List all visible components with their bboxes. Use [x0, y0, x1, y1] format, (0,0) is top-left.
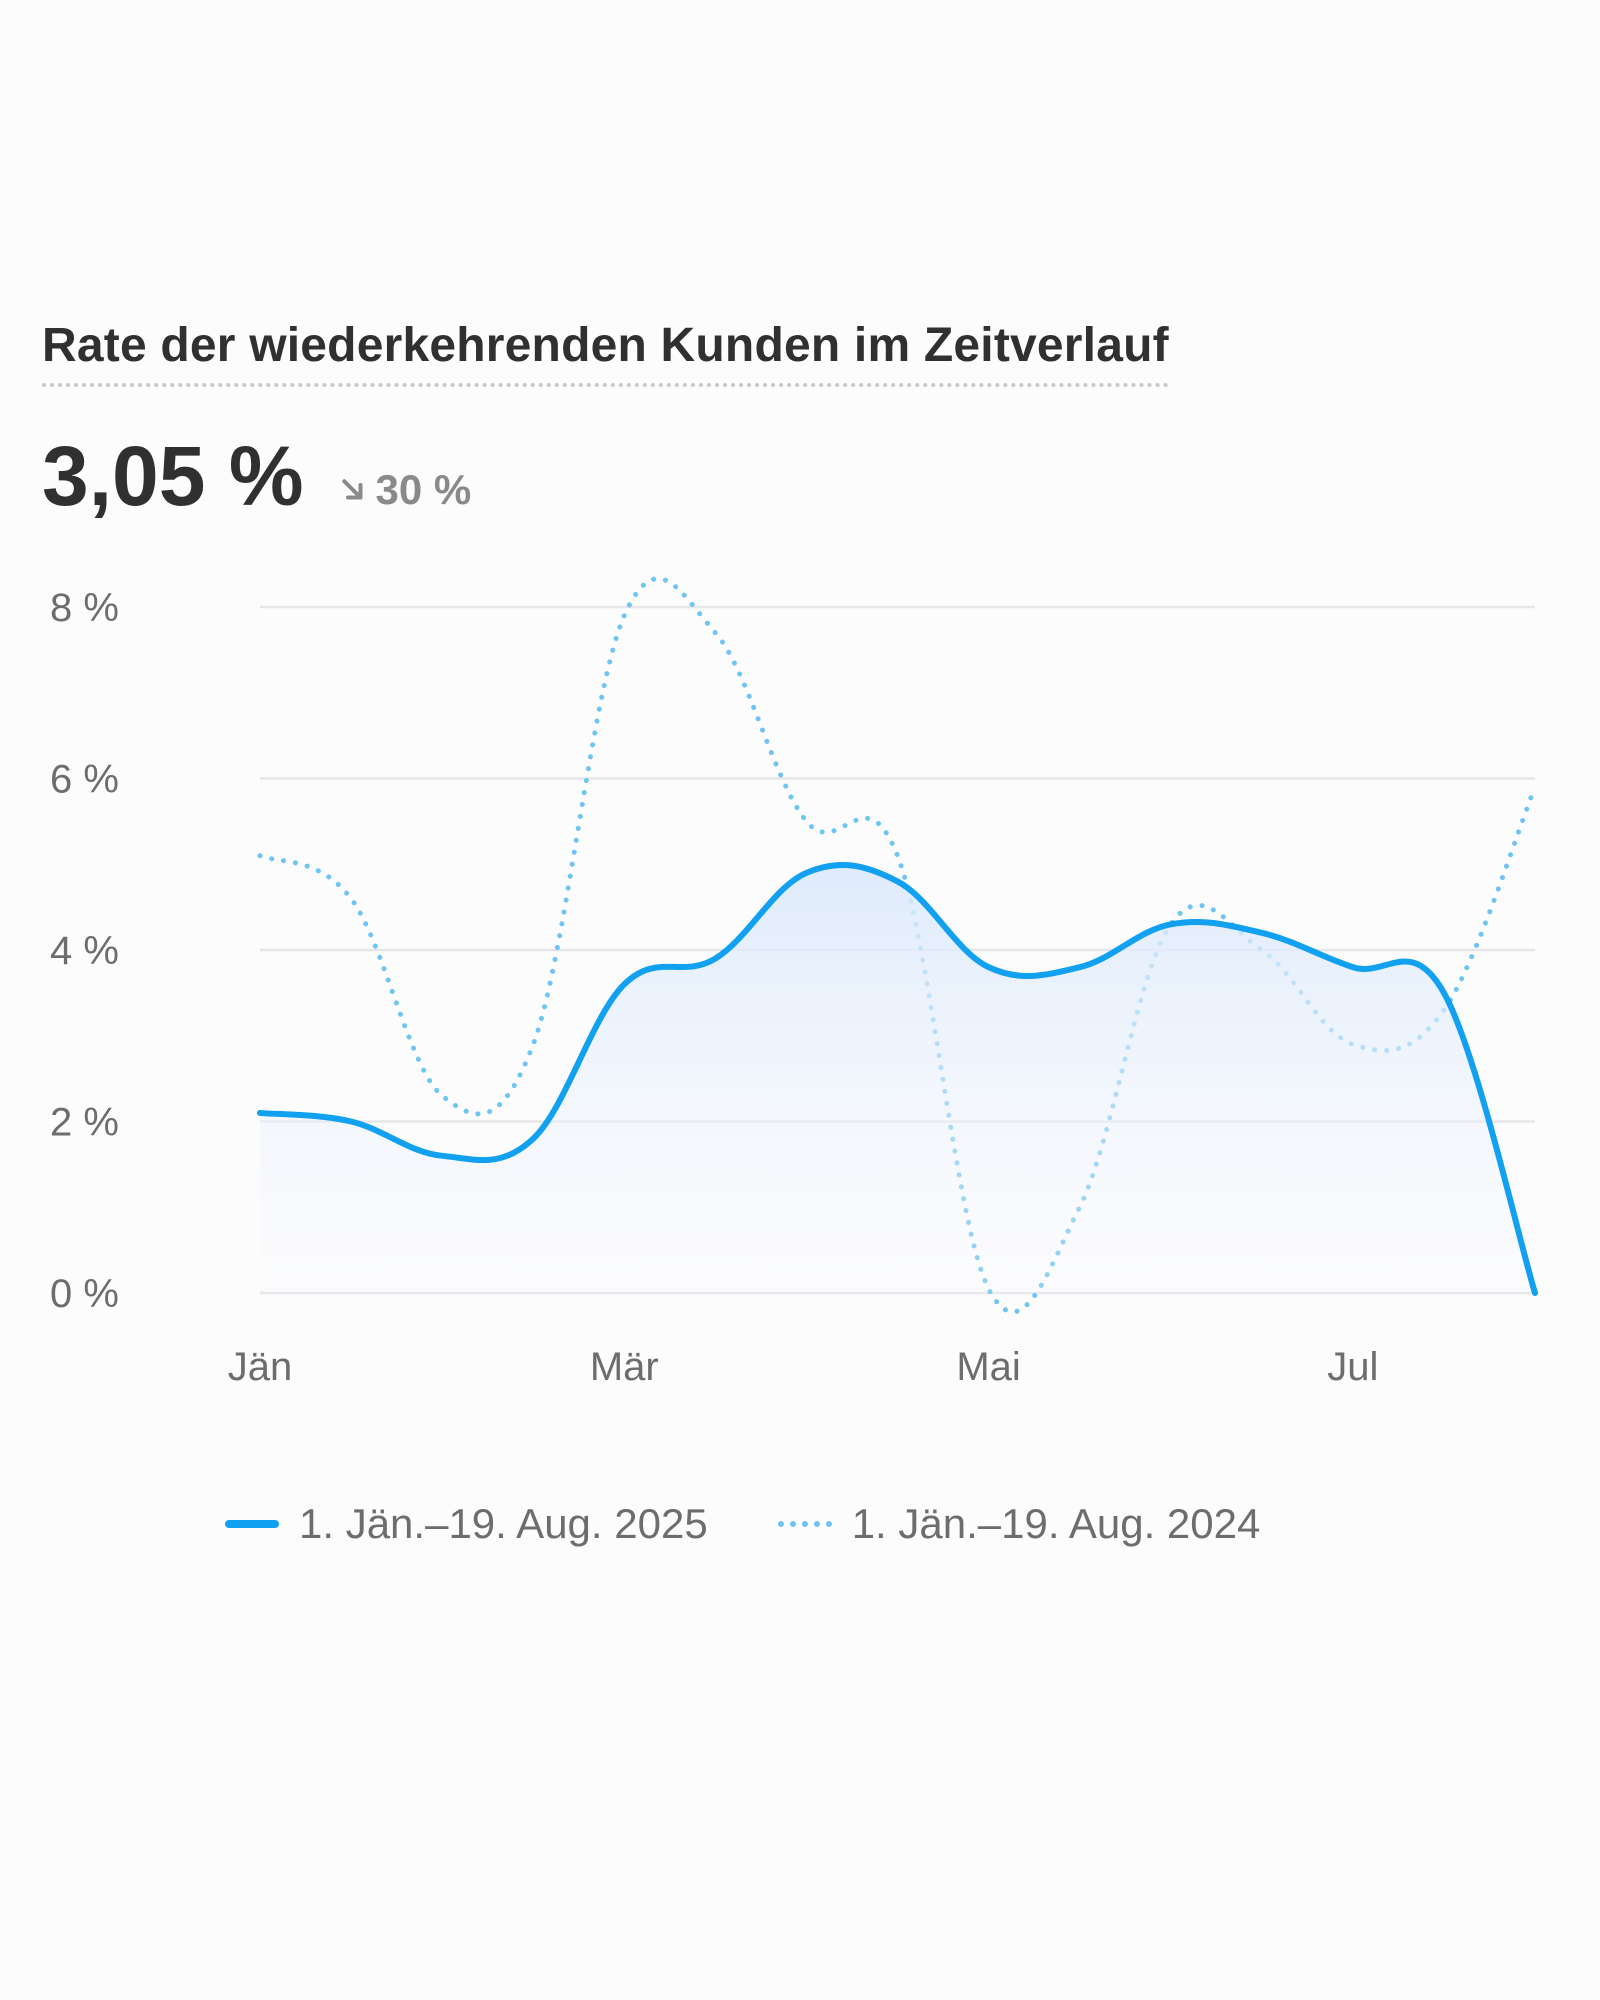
data-point-current[interactable]: [1343, 957, 1363, 977]
data-point-current[interactable]: [979, 957, 999, 977]
legend-item-current[interactable]: 1. Jän.–19. Aug. 2025: [225, 1500, 708, 1548]
legend-item-previous[interactable]: 1. Jän.–19. Aug. 2024: [777, 1500, 1261, 1548]
data-point-previous[interactable]: [250, 846, 270, 866]
legend-swatch-dotted: [777, 1521, 832, 1527]
y-tick-label: 8 %: [50, 586, 119, 630]
y-axis-labels: 0 % 2 % 4 % 6 % 8 %: [50, 586, 119, 1316]
x-tick-label: Mai: [956, 1345, 1020, 1389]
arrow-down-right-icon: [341, 479, 363, 500]
series-line-current: [257, 861, 1538, 1296]
x-tick-label: Jän: [228, 1345, 293, 1389]
series-area-current: [260, 864, 1535, 1293]
legend-swatch-solid: [225, 1520, 279, 1528]
metric-row: 3,05 % 30 %: [42, 428, 471, 525]
data-point-current[interactable]: [1525, 1283, 1545, 1303]
series-line-previous: [257, 576, 1538, 1315]
y-tick-label: 2 %: [50, 1101, 119, 1145]
data-point-current[interactable]: [888, 871, 908, 891]
series-group: [250, 576, 1545, 1315]
data-point-current[interactable]: [796, 863, 816, 883]
data-point-previous[interactable]: [705, 623, 725, 643]
legend-label-previous: 1. Jän.–19. Aug. 2024: [851, 1500, 1261, 1547]
legend: 1. Jän.–19. Aug. 2025 1. Jän.–19. Aug. 2…: [225, 1500, 1260, 1548]
metric-change-value: 30 %: [375, 466, 472, 513]
data-point-previous[interactable]: [888, 846, 908, 866]
x-tick-label: Jul: [1327, 1345, 1378, 1389]
data-point-current[interactable]: [341, 1112, 361, 1132]
data-point-current[interactable]: [432, 1146, 452, 1166]
data-point-previous[interactable]: [523, 1034, 543, 1054]
y-tick-label: 4 %: [50, 929, 119, 973]
data-point-current[interactable]: [250, 1103, 270, 1123]
data-point-current[interactable]: [1070, 957, 1090, 977]
data-point-previous[interactable]: [1525, 777, 1545, 797]
data-point-current[interactable]: [1434, 983, 1454, 1003]
data-point-current[interactable]: [705, 949, 725, 969]
data-point-current[interactable]: [1252, 923, 1272, 943]
metric-change: 30 %: [338, 466, 472, 514]
metric-value: 3,05 %: [42, 429, 304, 523]
data-point-previous[interactable]: [796, 811, 816, 831]
y-tick-label: 0 %: [50, 1272, 119, 1316]
data-point-current[interactable]: [1161, 914, 1181, 934]
legend-label-current: 1. Jän.–19. Aug. 2025: [299, 1500, 708, 1547]
data-point-current[interactable]: [523, 1129, 543, 1149]
data-point-previous[interactable]: [341, 889, 361, 909]
y-tick-label: 6 %: [50, 758, 119, 802]
data-point-current[interactable]: [614, 974, 634, 994]
card-title[interactable]: Rate der wiederkehrenden Kunden im Zeitv…: [42, 318, 1169, 387]
x-tick-label: Mär: [590, 1345, 659, 1389]
data-point-previous[interactable]: [614, 606, 634, 626]
data-point-previous[interactable]: [432, 1086, 452, 1106]
x-axis-labels: Jän Mär Mai Jul: [228, 1345, 1379, 1389]
line-chart: 0 % 2 % 4 % 6 % 8 % Jän Mär Mai Jul: [50, 576, 1545, 1389]
